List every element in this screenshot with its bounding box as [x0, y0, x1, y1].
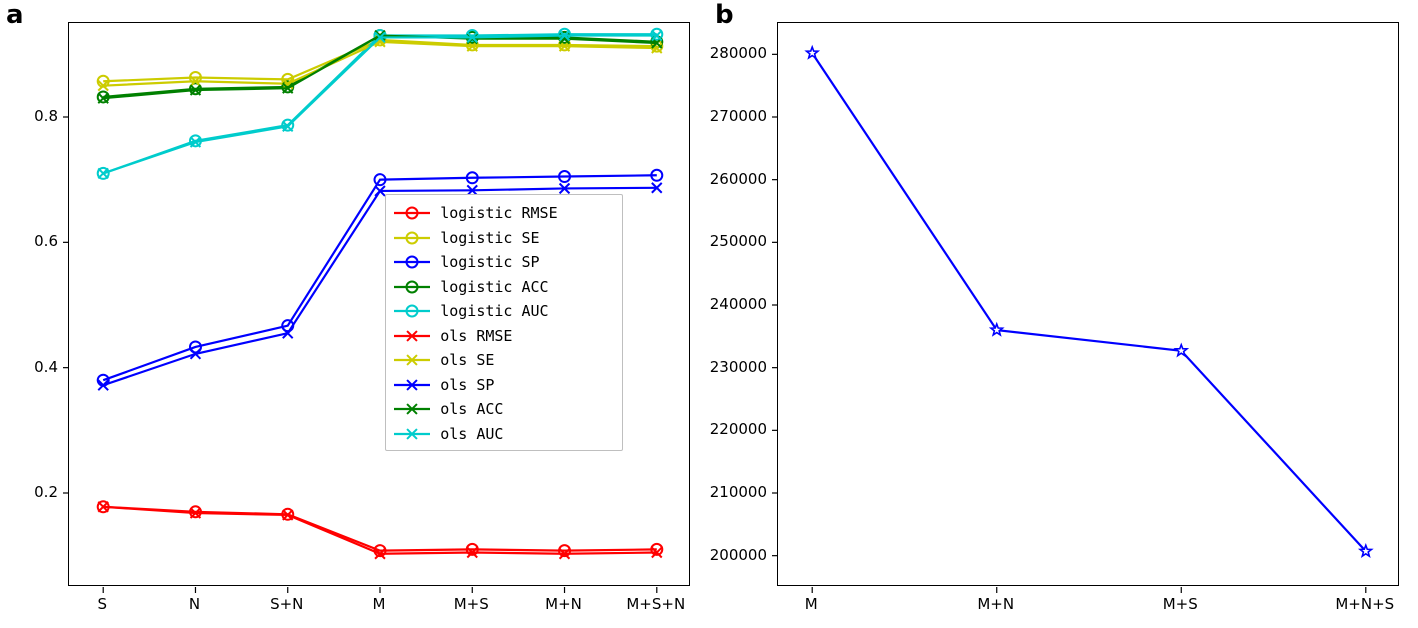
legend-item: ols AUC	[394, 422, 614, 447]
legend-label: logistic SP	[440, 253, 539, 271]
x-tick-label: M	[771, 595, 851, 613]
y-tick-label: 240000	[701, 295, 767, 313]
y-tick-label: 0.2	[0, 483, 58, 501]
x-tick-label: M+S+N	[616, 595, 696, 613]
legend-item: logistic ACC	[394, 275, 614, 300]
y-tick-label: 260000	[701, 170, 767, 188]
legend-item: logistic AUC	[394, 299, 614, 324]
y-tick-label: 200000	[701, 546, 767, 564]
y-tick-label: 250000	[701, 232, 767, 250]
y-tick-label: 210000	[701, 483, 767, 501]
legend-label: ols RMSE	[440, 327, 512, 345]
x-tick-label: S	[62, 595, 142, 613]
legend-item: ols SP	[394, 373, 614, 398]
x-tick-label: M	[339, 595, 419, 613]
panel-b-plot-area	[777, 22, 1399, 586]
x-tick-label: M+S	[1140, 595, 1220, 613]
y-tick-label: 220000	[701, 420, 767, 438]
y-tick-label: 280000	[701, 44, 767, 62]
legend-item: logistic SE	[394, 226, 614, 251]
legend-label: logistic RMSE	[440, 204, 557, 222]
legend-label: logistic AUC	[440, 302, 548, 320]
x-tick-label: M+N+S	[1325, 595, 1405, 613]
y-tick-label: 0.4	[0, 358, 58, 376]
legend: logistic RMSE logistic SE logistic SP logis…	[385, 194, 623, 451]
legend-label: ols AUC	[440, 425, 503, 443]
y-tick-label: 0.6	[0, 232, 58, 250]
legend-item: ols ACC	[394, 397, 614, 422]
x-tick-label: M+N	[956, 595, 1036, 613]
legend-item: logistic RMSE	[394, 201, 614, 226]
x-tick-label: N	[154, 595, 234, 613]
legend-item: ols RMSE	[394, 324, 614, 349]
y-tick-label: 0.8	[0, 107, 58, 125]
legend-label: ols SP	[440, 376, 494, 394]
figure: a b 0.2 0.4 0.6 0.8 SN S+N M M+S M+N M+S+N logisti…	[0, 0, 1418, 628]
x-tick-label: M+N	[524, 595, 604, 613]
legend-label: logistic ACC	[440, 278, 548, 296]
legend-label: ols SE	[440, 351, 494, 369]
y-tick-label: 270000	[701, 107, 767, 125]
legend-label: logistic SE	[440, 229, 539, 247]
y-tick-label: 230000	[701, 358, 767, 376]
panel-b-label: b	[715, 0, 734, 30]
x-tick-label: M+S	[431, 595, 511, 613]
panel-a-label: a	[6, 0, 24, 30]
legend-item: ols SE	[394, 348, 614, 373]
x-tick-label: S+N	[247, 595, 327, 613]
legend-item: logistic SP	[394, 250, 614, 275]
legend-label: ols ACC	[440, 400, 503, 418]
